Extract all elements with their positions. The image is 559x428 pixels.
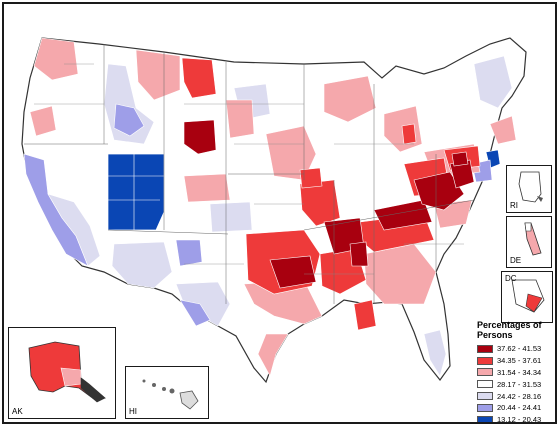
legend-label: 34.35 - 37.61	[497, 356, 542, 366]
legend: Percentages of Persons 37.62 - 41.53 34.3…	[477, 320, 555, 424]
inset-alaska: AK	[8, 327, 116, 419]
region-wisconsin-red	[299, 167, 323, 189]
inset-label-de: DE	[510, 256, 522, 265]
us-choropleth-map	[21, 37, 527, 384]
legend-item: 28.17 - 31.53	[477, 378, 555, 390]
legend-label: 20.44 - 24.41	[497, 403, 542, 413]
region-colorado-mid	[175, 239, 203, 267]
inset-hawaii: HI	[125, 366, 209, 419]
region-wyoming-dark	[183, 119, 217, 155]
inset-label-dc: DC	[505, 274, 517, 283]
region-michigan-red	[401, 123, 417, 145]
region-midwest-pink	[265, 125, 317, 181]
region-florida-light	[423, 329, 447, 377]
region-nm-az-light	[111, 241, 173, 289]
region-washington-pink	[33, 37, 79, 81]
region-mo-bootheel-dark	[349, 241, 369, 267]
region-appalachia-dark	[413, 171, 465, 211]
legend-swatch	[477, 403, 493, 412]
legend-label: 37.62 - 41.53	[497, 344, 542, 354]
region-great-lakes-pink	[323, 75, 377, 123]
region-newengland-pink	[489, 115, 517, 145]
grid-boundaries	[34, 63, 464, 275]
inset-label-hi: HI	[129, 407, 137, 416]
region-idaho-mid	[113, 103, 145, 137]
region-mississippi-red	[353, 299, 377, 331]
rhode-island-shape	[518, 171, 543, 203]
boundary-lines	[24, 44, 475, 304]
legend-rows: 37.62 - 41.53 34.35 - 37.61 31.54 - 34.34 2…	[477, 343, 555, 424]
inset-label-ri: RI	[510, 201, 518, 210]
legend-item: 13.12 - 20.43	[477, 414, 555, 424]
legend-label: 28.17 - 31.53	[497, 379, 542, 389]
legend-swatch	[477, 415, 493, 422]
map-frame: AK HI RI DE DC Percentage	[2, 2, 557, 424]
delaware-shape	[524, 222, 542, 256]
region-texas-south-mid	[179, 299, 211, 327]
alaska-shape	[28, 341, 106, 403]
region-montana-north-red	[181, 57, 217, 99]
region-utah-low	[107, 153, 165, 231]
legend-item: 24.42 - 28.16	[477, 390, 555, 402]
region-oklahoma-dark	[269, 255, 317, 289]
legend-item: 31.54 - 34.34	[477, 367, 555, 379]
legend-item: 20.44 - 24.41	[477, 402, 555, 414]
legend-swatch	[477, 344, 493, 353]
legend-swatch	[477, 368, 493, 377]
legend-label: 13.12 - 20.43	[497, 415, 542, 424]
region-kentucky-dark	[373, 199, 433, 231]
inset-label-ak: AK	[12, 407, 23, 416]
region-utah-grid	[108, 154, 164, 230]
legend-item: 37.62 - 41.53	[477, 343, 555, 355]
region-texas-south-pink	[257, 333, 289, 377]
region-kansas-light	[209, 201, 253, 233]
inset-delaware: DE	[506, 216, 552, 268]
legend-label: 24.42 - 28.16	[497, 391, 542, 401]
dc-shape	[511, 279, 545, 313]
region-northeast-light	[473, 55, 513, 109]
legend-swatch	[477, 356, 493, 365]
region-california-east-light	[47, 193, 101, 267]
legend-swatch	[477, 392, 493, 401]
region-nypa-dark	[451, 151, 469, 167]
inset-rhode-island: RI	[506, 165, 552, 213]
legend-swatch	[477, 380, 493, 389]
legend-title: Percentages of Persons	[477, 320, 542, 340]
legend-item: 34.35 - 37.61	[477, 355, 555, 367]
region-montana-pink	[135, 49, 181, 101]
region-dakota-pink	[225, 99, 255, 139]
region-nebraska-pink	[183, 173, 231, 203]
region-oregon-pink	[29, 105, 57, 137]
legend-label: 31.54 - 34.34	[497, 367, 542, 377]
hawaii-shape	[142, 379, 199, 410]
inset-dc: DC	[501, 271, 553, 323]
